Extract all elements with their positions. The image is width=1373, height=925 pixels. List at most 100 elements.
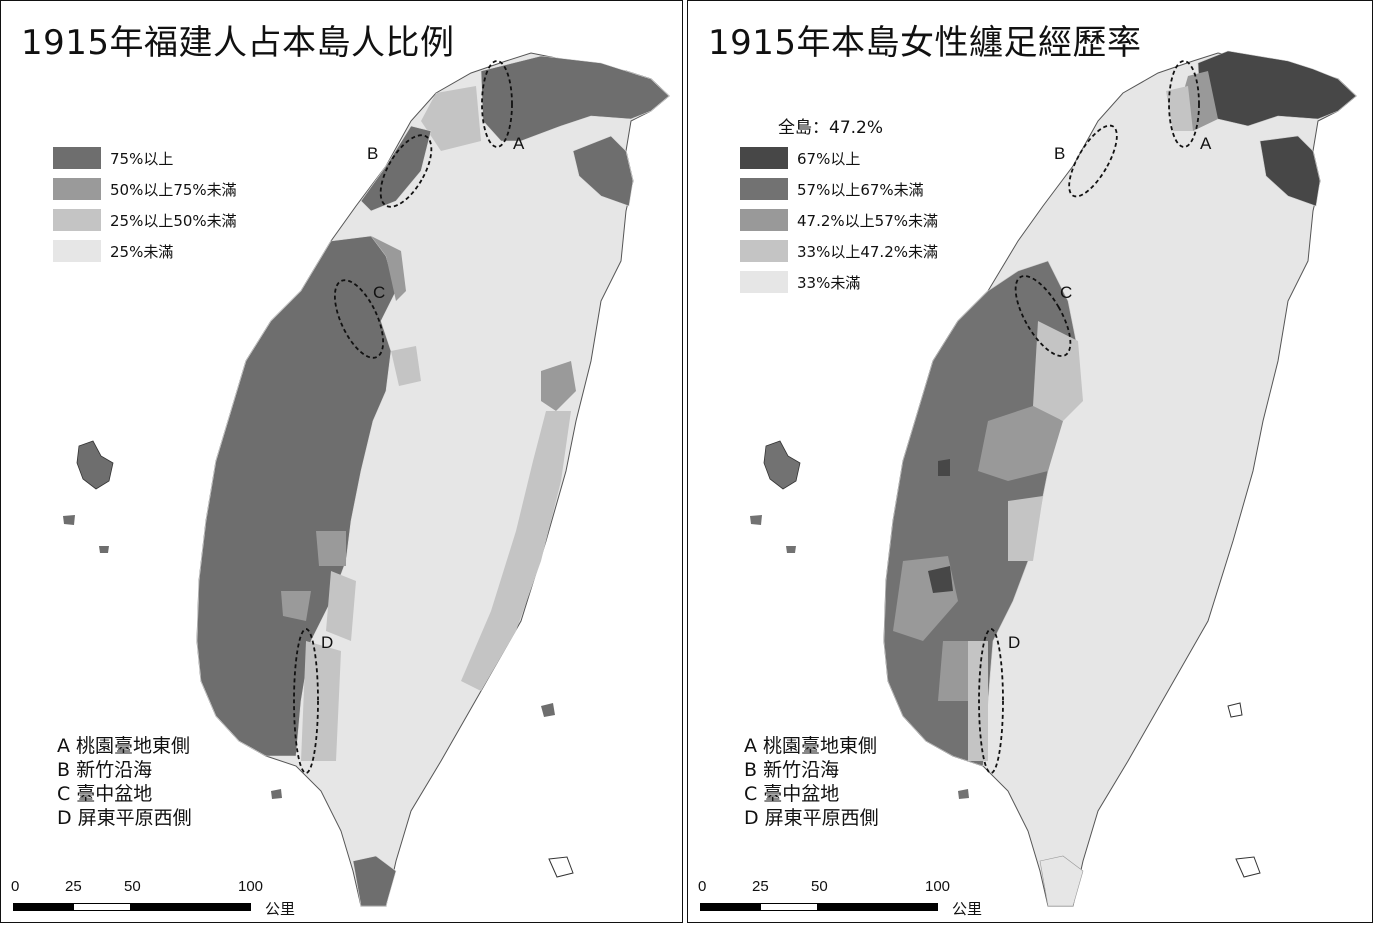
legend-swatch — [740, 178, 788, 200]
legend-swatch — [740, 240, 788, 262]
western-plain-region — [196, 235, 397, 757]
legend-swatch — [53, 209, 101, 231]
penghu-islet-2 — [99, 546, 109, 553]
region-c-outline — [1014, 275, 1072, 357]
scale-unit: 公里 — [952, 900, 983, 918]
penghu-islands — [76, 440, 114, 490]
region-label-d: D — [1008, 633, 1021, 652]
region-key-item: D 屏東平原西側 — [744, 807, 879, 829]
light-patch-2 — [326, 571, 356, 641]
mid-patch-1 — [371, 236, 406, 301]
scale-segment — [73, 903, 131, 911]
taipei-basin-region — [1197, 50, 1357, 127]
legend-label: 50%以上75%未滿 — [110, 181, 237, 199]
region-b-outline — [379, 134, 433, 208]
legend-swatch — [740, 271, 788, 293]
scale-segment — [700, 903, 760, 911]
hsinchu-coast-region — [360, 125, 432, 212]
legend-swatch — [53, 147, 101, 169]
taiwan-map-hokkien — [63, 52, 670, 907]
legend-label: 25%未滿 — [110, 243, 174, 261]
region-a-outline — [1168, 60, 1200, 148]
scale-tick: 100 — [238, 878, 264, 895]
mid-patch-3 — [281, 591, 311, 621]
region-label-c: C — [1060, 283, 1073, 302]
orchid-island — [548, 856, 574, 878]
legend-label: 33%未滿 — [797, 274, 861, 292]
light-patch-1 — [391, 346, 421, 386]
region-d-outline — [293, 628, 319, 774]
region-key-item: A 桃園臺地東側 — [744, 735, 878, 757]
legend-label: 47.2%以上57%未滿 — [797, 212, 938, 230]
map-panel-hokkien-ratio: 1915年福建人占本島人比例 75%以上 50%以上75%未滿 25%以上50%… — [0, 0, 683, 923]
mid-patch-2 — [316, 531, 346, 566]
region-key-item: D 屏東平原西側 — [57, 807, 192, 829]
region-a-outline — [481, 60, 513, 148]
light-zone-1 — [1033, 321, 1083, 421]
region-label-c: C — [373, 283, 386, 302]
region-key-item: C 臺中盆地 — [57, 783, 153, 805]
green-island — [1227, 702, 1243, 718]
scale-segment — [818, 903, 938, 911]
region-label-b: B — [367, 144, 379, 163]
map-panel-footbinding-rate: 1915年本島女性纏足經歷率 全島：47.2% 67%以上 57%以上67%未滿… — [687, 0, 1373, 923]
hengchun-region — [352, 855, 397, 907]
legend-label: 25%以上50%未滿 — [110, 212, 237, 230]
penghu-islet-2 — [786, 546, 796, 553]
legend-label: 75%以上 — [110, 150, 174, 168]
legend-swatch — [740, 209, 788, 231]
scale-tick: 25 — [65, 878, 82, 895]
scale-tick: 50 — [811, 878, 828, 895]
light-zone-2 — [1008, 496, 1043, 561]
region-b-outline — [1068, 124, 1118, 198]
region-key-item: A 桃園臺地東側 — [57, 735, 191, 757]
light-zone-3 — [968, 641, 988, 761]
region-label-a: A — [513, 134, 525, 153]
region-key-item: C 臺中盆地 — [744, 783, 840, 805]
east-coast-band — [461, 411, 571, 691]
scale-tick: 25 — [752, 878, 769, 895]
scale-tick: 0 — [698, 878, 707, 895]
dark-spot-2 — [938, 459, 950, 476]
scale-segment — [13, 903, 73, 911]
legend-label: 67%以上 — [797, 150, 861, 168]
map-title: 1915年本島女性纏足經歷率 — [708, 23, 1142, 63]
legend-swatch — [740, 147, 788, 169]
mid-zone-1 — [978, 406, 1063, 481]
scale-segment — [760, 903, 818, 911]
liuqiu-island — [958, 789, 969, 799]
light-patch-4 — [421, 86, 481, 151]
taiwan-map-footbinding — [750, 50, 1357, 907]
scale-tick: 100 — [925, 878, 951, 895]
legend-label: 57%以上67%未滿 — [797, 181, 924, 199]
scale-tick: 50 — [124, 878, 141, 895]
yilan-region — [572, 135, 634, 207]
green-island — [541, 703, 555, 717]
region-d-outline — [978, 628, 1004, 774]
region-key-item: B 新竹沿海 — [744, 759, 840, 781]
region-key-item: B 新竹沿海 — [57, 759, 153, 781]
region-label-d: D — [321, 633, 334, 652]
region-c-outline — [333, 279, 385, 359]
map-title: 1915年福建人占本島人比例 — [21, 23, 455, 63]
hengchun-region — [1039, 855, 1084, 907]
region-label-a: A — [1200, 134, 1212, 153]
legend-label: 33%以上47.2%未滿 — [797, 243, 938, 261]
penghu-islands — [763, 440, 801, 490]
scale-unit: 公里 — [265, 900, 296, 918]
legend-swatch — [53, 240, 101, 262]
region-label-b: B — [1054, 144, 1066, 163]
yilan-region — [1259, 135, 1321, 207]
orchid-island — [1235, 856, 1261, 878]
penghu-islet-1 — [63, 515, 75, 525]
light-patch-3 — [301, 641, 341, 761]
scale-bar: 0 25 50 100 公里 — [11, 878, 303, 918]
dark-spot-1 — [928, 566, 953, 593]
scale-tick: 0 — [11, 878, 20, 895]
overall-rate: 全島：47.2% — [778, 118, 884, 138]
scale-segment — [131, 903, 251, 911]
liuqiu-island — [271, 789, 282, 799]
legend-swatch — [53, 178, 101, 200]
penghu-islet-1 — [750, 515, 762, 525]
scale-bar: 0 25 50 100 公里 — [698, 878, 990, 918]
